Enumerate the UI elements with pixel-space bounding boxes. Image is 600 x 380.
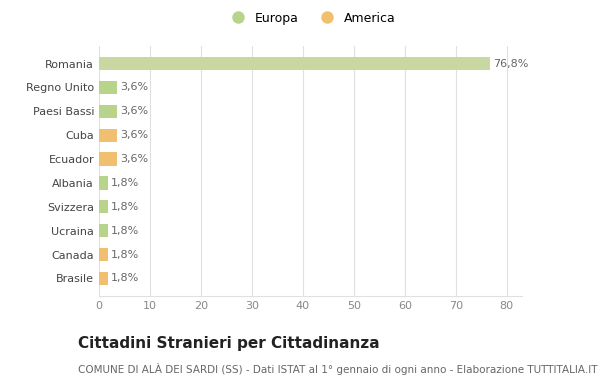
Bar xyxy=(99,272,108,285)
Bar xyxy=(99,152,118,166)
Bar xyxy=(99,248,108,261)
Bar xyxy=(99,224,108,237)
Bar xyxy=(99,128,118,142)
Text: 3,6%: 3,6% xyxy=(121,106,149,116)
Text: 3,6%: 3,6% xyxy=(121,130,149,140)
Text: 3,6%: 3,6% xyxy=(121,154,149,164)
Text: 1,8%: 1,8% xyxy=(111,202,139,212)
Text: 1,8%: 1,8% xyxy=(111,226,139,236)
Text: 1,8%: 1,8% xyxy=(111,178,139,188)
Text: 76,8%: 76,8% xyxy=(493,59,529,68)
Text: 3,6%: 3,6% xyxy=(121,82,149,92)
Text: COMUNE DI ALÀ DEI SARDI (SS) - Dati ISTAT al 1° gennaio di ogni anno - Elaborazi: COMUNE DI ALÀ DEI SARDI (SS) - Dati ISTA… xyxy=(78,363,598,375)
Bar xyxy=(99,200,108,214)
Bar xyxy=(99,105,118,118)
Bar xyxy=(99,176,108,190)
Bar xyxy=(99,81,118,94)
Text: 1,8%: 1,8% xyxy=(111,250,139,260)
Text: Cittadini Stranieri per Cittadinanza: Cittadini Stranieri per Cittadinanza xyxy=(78,336,380,351)
Bar xyxy=(99,57,490,70)
Legend: Europa, America: Europa, America xyxy=(220,7,401,30)
Text: 1,8%: 1,8% xyxy=(111,274,139,283)
